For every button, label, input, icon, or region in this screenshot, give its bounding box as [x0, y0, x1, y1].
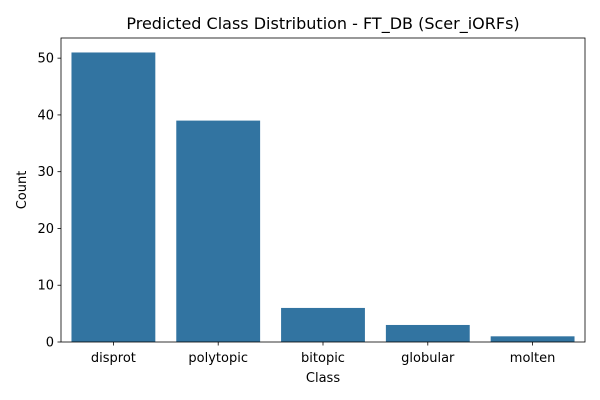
- bars-group: [71, 52, 575, 342]
- plot-frame: [60, 37, 586, 343]
- chart-title: Predicted Class Distribution - FT_DB (Sc…: [126, 14, 519, 34]
- x-tick-label: polytopic: [188, 351, 248, 366]
- y-tick-label: 10: [37, 279, 54, 294]
- y-tick-label: 40: [37, 108, 54, 123]
- y-tick-label: 20: [37, 222, 54, 237]
- x-axis-ticks: disprot polytopic bitopic globular molten: [91, 342, 555, 366]
- x-tick-label: globular: [401, 351, 455, 366]
- y-tick-label: 50: [37, 52, 54, 67]
- bar-polytopic: [176, 120, 261, 342]
- bar-disprot: [71, 52, 156, 342]
- y-tick-label: 30: [37, 165, 54, 180]
- x-tick-label: bitopic: [301, 351, 345, 366]
- bar-globular: [385, 324, 470, 342]
- bar-molten: [490, 336, 575, 342]
- y-tick-label: 0: [46, 336, 54, 351]
- x-tick-label: molten: [510, 351, 556, 366]
- x-axis-label: Class: [306, 371, 340, 386]
- y-axis-label: Count: [15, 171, 30, 210]
- y-axis-ticks: 0 10 20 30 40 50: [37, 52, 61, 351]
- x-tick-label: disprot: [91, 351, 136, 366]
- bar-bitopic: [281, 307, 365, 342]
